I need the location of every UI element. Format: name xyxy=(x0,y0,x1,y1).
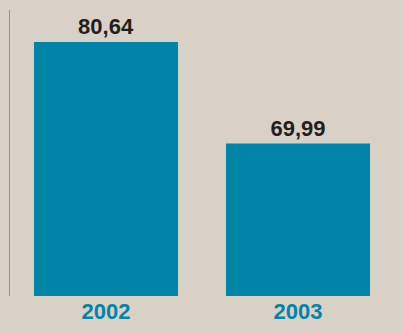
svg-text:2003: 2003 xyxy=(274,299,323,324)
svg-text:80,64: 80,64 xyxy=(78,14,134,39)
svg-text:2002: 2002 xyxy=(82,299,131,324)
svg-text:69,99: 69,99 xyxy=(270,116,325,141)
